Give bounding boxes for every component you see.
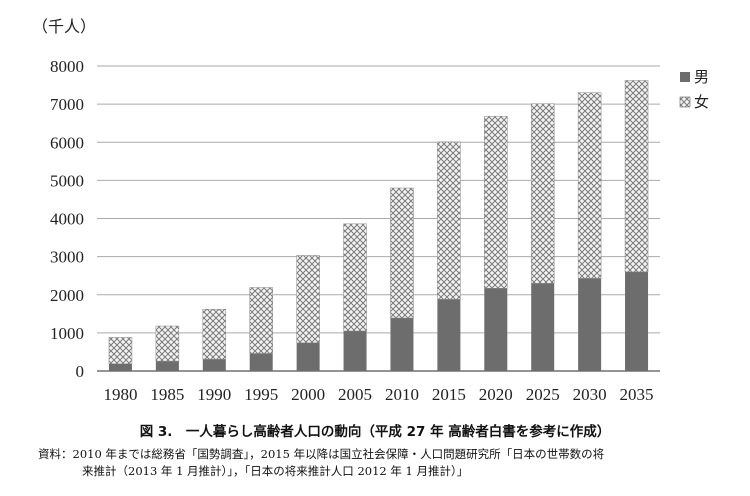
bar-female <box>390 187 414 319</box>
y-tick-labels: 0 1000 2000 3000 4000 5000 6000 7000 8000 <box>50 57 84 381</box>
bar-male <box>578 278 602 371</box>
bar-male <box>390 318 414 371</box>
x-tick-label: 2015 <box>432 385 466 404</box>
bar-male <box>296 342 320 371</box>
bar-male <box>343 330 367 371</box>
legend-swatch-male <box>680 72 690 82</box>
y-tick-label: 7000 <box>50 95 84 114</box>
bar-female <box>624 80 649 273</box>
bar-male <box>437 299 461 371</box>
bar-female <box>296 255 320 344</box>
x-tick-label: 2020 <box>479 385 513 404</box>
bar-male <box>108 363 132 371</box>
y-tick-label: 2000 <box>50 286 84 305</box>
bars <box>108 80 649 371</box>
y-tick-label: 1000 <box>50 324 84 343</box>
gridlines <box>97 65 660 372</box>
bar-chart: （千人） 0 1000 2000 3000 4000 5000 6000 7000 8000 1… <box>32 17 709 404</box>
x-tick-label: 2000 <box>291 385 325 404</box>
x-tick-label: 2010 <box>385 385 419 404</box>
bar-male <box>155 361 179 371</box>
bar-female <box>108 337 133 365</box>
x-tick-label: 1980 <box>103 385 137 404</box>
x-tick-label: 1985 <box>150 385 184 404</box>
bar-male <box>249 353 273 371</box>
x-tick-label: 2030 <box>573 385 607 404</box>
x-tick-label: 2005 <box>338 385 372 404</box>
figure-caption: 図 3. 一人暮らし高齢者人口の動向（平成 27 年 高齢者白書を参考に作成） <box>139 424 611 440</box>
legend-label-female: 女 <box>694 93 709 111</box>
y-unit-label: （千人） <box>32 17 96 36</box>
x-tick-label: 2025 <box>526 385 560 404</box>
y-tick-label: 4000 <box>50 210 84 229</box>
bar-female <box>437 141 461 300</box>
y-tick-label: 0 <box>76 362 85 381</box>
x-tick-labels: 1980 1985 1990 1995 2000 2005 2010 2015 2020 2025… <box>103 385 653 404</box>
bar-female <box>484 116 508 289</box>
bar-female <box>343 223 367 332</box>
y-tick-label: 6000 <box>50 133 84 152</box>
bar-male <box>202 359 226 371</box>
bar-female <box>577 92 602 279</box>
x-tick-label: 2035 <box>620 385 654 404</box>
bar-male <box>531 283 555 371</box>
x-tick-label: 1990 <box>197 385 231 404</box>
source-note: 資料：2010 年までは総務省「国勢調査」，2015 年以降は国立社会保障・人口… <box>38 446 738 480</box>
bar-female <box>530 103 555 284</box>
y-tick-label: 5000 <box>50 171 84 190</box>
y-tick-label: 3000 <box>50 248 84 267</box>
bar-female <box>155 325 180 362</box>
bar-male <box>484 288 508 371</box>
bar-male <box>625 271 649 371</box>
source-line-2: 来推計（2013 年 1 月推計）」，「日本の将来推計人口 2012 年 1 月… <box>82 464 469 478</box>
legend: 男 女 <box>679 68 709 111</box>
y-tick-label: 8000 <box>50 57 84 76</box>
bar-female <box>202 308 227 360</box>
x-tick-label: 1995 <box>244 385 278 404</box>
source-line-1: 資料：2010 年までは総務省「国勢調査」，2015 年以降は国立社会保障・人口… <box>38 447 605 461</box>
legend-label-male: 男 <box>694 68 709 86</box>
legend-swatch-female <box>679 96 691 108</box>
bar-female <box>249 287 273 354</box>
